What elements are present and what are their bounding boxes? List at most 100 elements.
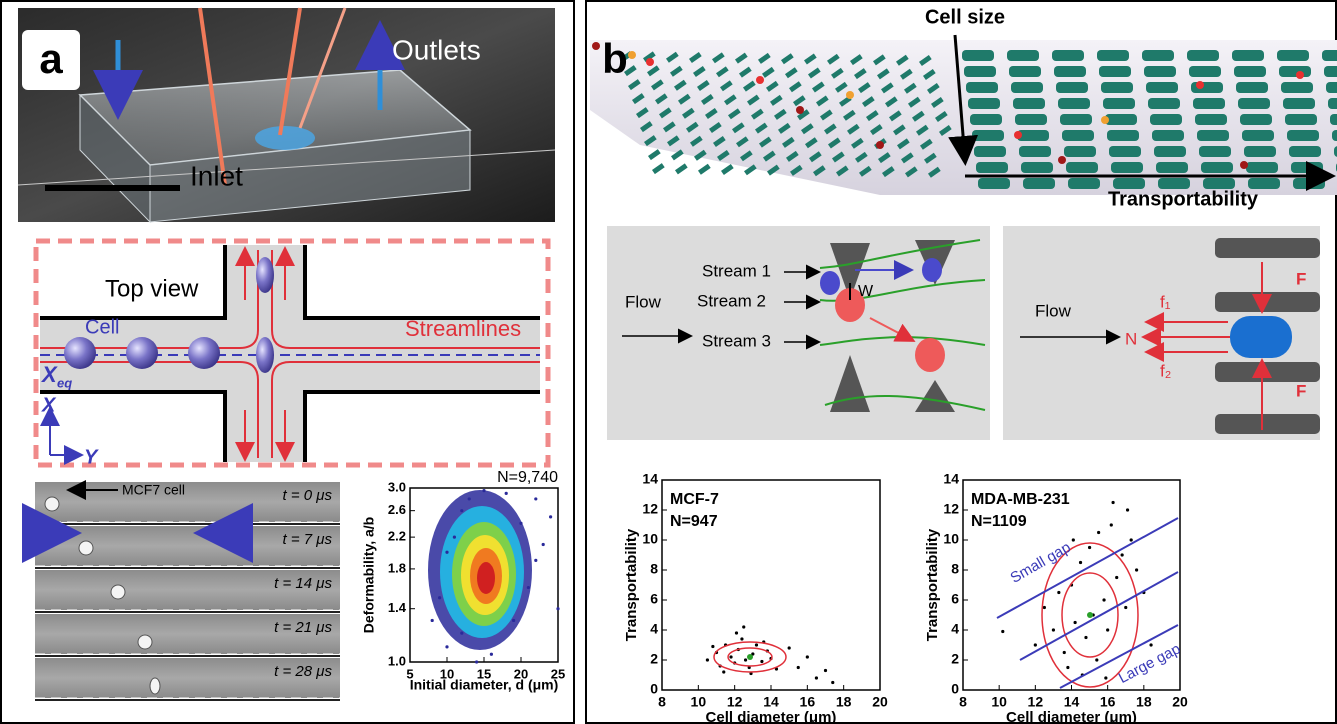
bead xyxy=(646,58,654,66)
diagram-label: Streamlines xyxy=(405,316,521,341)
schematic-label: f₂ xyxy=(1160,361,1171,380)
pillar xyxy=(1322,50,1337,61)
pillar xyxy=(648,149,661,160)
y-tick-label: 1.8 xyxy=(388,560,406,575)
frame-label: t = 14 μs xyxy=(274,575,332,592)
pillar xyxy=(1021,162,1053,173)
gap-line xyxy=(1020,572,1178,660)
x-tick-label: 20 xyxy=(1172,694,1188,710)
pillar xyxy=(1201,162,1233,173)
diagram-label: Cell xyxy=(85,316,119,338)
render-label: Transportability xyxy=(1108,188,1259,210)
pillar xyxy=(1199,146,1231,157)
point xyxy=(806,655,809,658)
point xyxy=(490,653,493,656)
x-tick-label: 18 xyxy=(836,694,852,710)
y-tick-label: 4 xyxy=(650,621,658,637)
point xyxy=(1110,523,1113,526)
pillar xyxy=(1052,50,1084,61)
point xyxy=(788,646,791,649)
point xyxy=(1149,643,1152,646)
y-tick-label: 12 xyxy=(642,501,658,517)
pillar xyxy=(1191,82,1223,93)
pillar xyxy=(1105,114,1137,125)
bead xyxy=(1196,81,1204,89)
pillar xyxy=(970,114,1002,125)
pillar xyxy=(1279,66,1311,77)
bead xyxy=(592,42,600,50)
pillar xyxy=(966,82,998,93)
pillar xyxy=(1068,178,1100,189)
plot-subtitle: N=1109 xyxy=(971,513,1027,530)
diagram-label: eq xyxy=(57,375,72,390)
point xyxy=(1097,531,1100,534)
x-tick-label: 16 xyxy=(1100,694,1116,710)
point xyxy=(527,586,530,589)
schematic-label: Flow xyxy=(1035,301,1072,320)
point xyxy=(1095,658,1098,661)
y-tick-label: 2 xyxy=(951,651,959,667)
point xyxy=(549,515,552,518)
x-tick-label: 8 xyxy=(658,694,666,710)
y-tick-label: 2.2 xyxy=(388,529,406,544)
x-tick-label: 14 xyxy=(1064,694,1080,710)
point xyxy=(755,643,758,646)
pillar xyxy=(1103,98,1135,109)
point xyxy=(453,536,456,539)
point xyxy=(735,631,738,634)
x-axis-label: Cell diameter (μm) xyxy=(1006,709,1137,724)
pillar xyxy=(1150,114,1182,125)
axis-label: Y xyxy=(84,446,99,468)
pillar xyxy=(1064,146,1096,157)
point xyxy=(1115,576,1118,579)
page: a Outlets Inlet Top view Cell Streamline… xyxy=(0,0,1337,724)
point xyxy=(445,645,448,648)
point xyxy=(1102,598,1105,601)
pillar xyxy=(1283,98,1315,109)
pillar xyxy=(1054,66,1086,77)
pillar xyxy=(1154,146,1186,157)
schematic-label: W xyxy=(858,283,874,300)
point xyxy=(760,660,763,663)
pillar xyxy=(1013,98,1045,109)
pillar xyxy=(1197,130,1229,141)
pillar xyxy=(721,164,734,175)
pillar xyxy=(1244,146,1276,157)
schematic-label: N xyxy=(1125,329,1137,348)
point xyxy=(1104,676,1107,679)
point xyxy=(1043,606,1046,609)
point xyxy=(460,509,463,512)
annotation: Small gap xyxy=(1007,539,1073,587)
photo-label: Outlets xyxy=(392,34,481,65)
pillar xyxy=(1019,146,1051,157)
schematic-label: Stream 1 xyxy=(702,261,771,280)
pillar xyxy=(1240,114,1272,125)
pillar xyxy=(1142,50,1174,61)
point xyxy=(1106,628,1109,631)
diagram-label: X xyxy=(40,362,58,387)
point xyxy=(556,607,559,610)
frame-label: t = 21 μs xyxy=(274,619,332,636)
pillar xyxy=(1291,162,1323,173)
bead xyxy=(1101,116,1109,124)
point xyxy=(711,645,714,648)
cell xyxy=(138,635,152,649)
point xyxy=(482,489,485,492)
cell xyxy=(79,541,93,555)
plot-title: MCF-7 xyxy=(670,491,719,508)
point xyxy=(534,497,537,500)
frame-label: t = 7 μs xyxy=(283,531,333,548)
y-tick-label: 2.6 xyxy=(388,502,406,517)
pillar xyxy=(962,50,994,61)
point xyxy=(519,522,522,525)
x-tick-label: 12 xyxy=(727,694,743,710)
pillar xyxy=(1156,162,1188,173)
point xyxy=(512,619,515,622)
pillar xyxy=(1189,66,1221,77)
point xyxy=(1066,666,1069,669)
pillar xyxy=(1058,98,1090,109)
pillar xyxy=(1324,66,1337,77)
x-tick-label: 10 xyxy=(691,694,707,710)
y-tick-label: 0 xyxy=(650,681,658,697)
point xyxy=(1130,538,1133,541)
